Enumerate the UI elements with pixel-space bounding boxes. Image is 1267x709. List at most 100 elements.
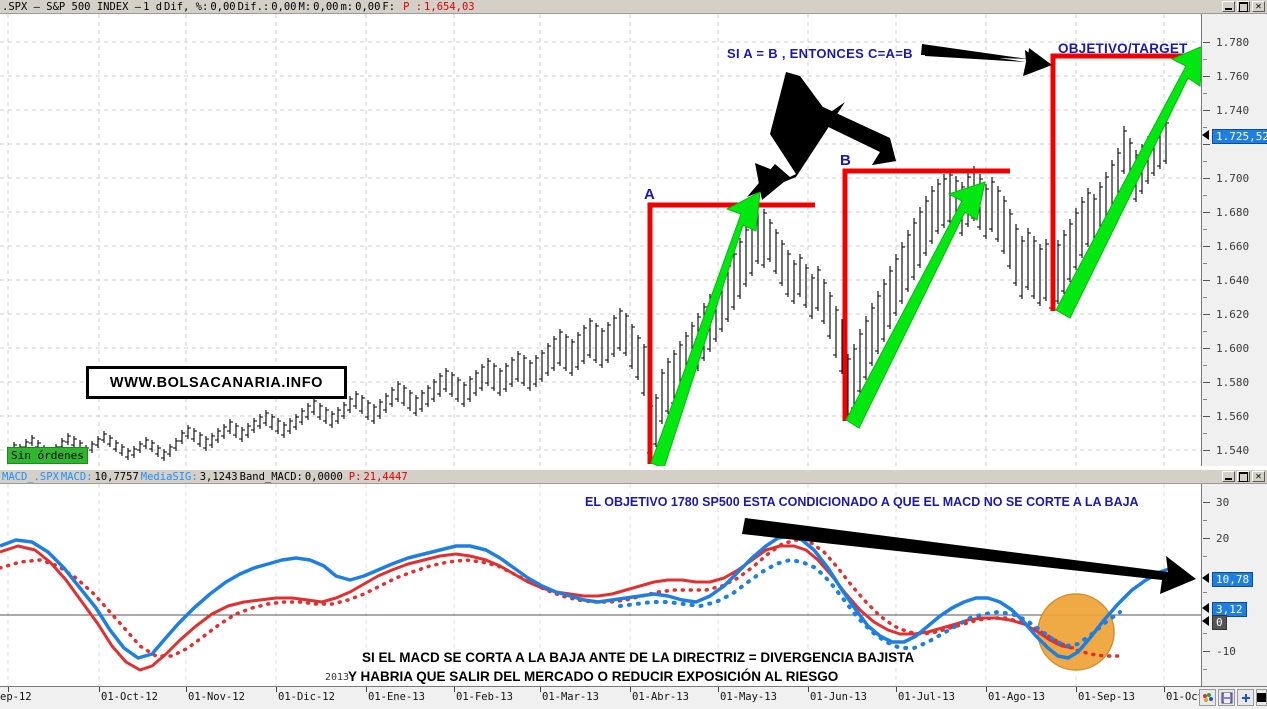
square-icon[interactable] <box>1256 689 1267 706</box>
price-window-controls: ✕ <box>1222 1 1265 12</box>
date-label-7: 01-Abr-13 <box>632 691 689 703</box>
macd-current-arrow <box>1202 573 1209 583</box>
macd-chart-svg <box>0 484 1201 686</box>
date-label-4: 01-Ene-13 <box>368 691 425 703</box>
macd-tick-minus10: -10 <box>1216 645 1236 658</box>
macd-minimize-button[interactable] <box>1222 471 1235 482</box>
orders-status-badge: Sin órdenes <box>7 447 88 464</box>
macd-tick-30: 30 <box>1216 496 1230 509</box>
macd-chart-pane[interactable]: EL OBJETIVO 1780 SP500 ESTA CONDICIONADO… <box>0 484 1201 686</box>
macd-study-name: MACD_.SPX <box>2 470 59 483</box>
price-pane-titlebar: .SPX – S&P 500 INDEX – 1 d Dif, %: 0,00 … <box>0 0 1267 14</box>
measured-move-brackets <box>647 53 1190 464</box>
anno-si-a-b: SI A = B , ENTONCES C=A=B <box>727 46 913 61</box>
min-value: 0,00 <box>355 0 381 13</box>
macd-downtrend-arrow <box>742 518 1196 594</box>
price-tick-1680: 1.680 <box>1216 206 1250 219</box>
price-tick-1740: 1.740 <box>1216 104 1250 117</box>
macd-value-axis[interactable]: 30 20 -10 10,78 3,12 0 <box>1201 484 1267 686</box>
macd-highlight-circle <box>1037 593 1115 671</box>
anno-macd-bottom-line1: SI EL MACD SE CORTA A LA BAJA ANTE DE LA… <box>362 650 915 665</box>
label-b-text: B <box>840 152 851 169</box>
date-label-0: ep-12 <box>0 691 32 703</box>
dif-pct-value: 0,00 <box>210 0 236 13</box>
label-a-text: A <box>644 186 655 203</box>
macd-p-value: 21,4447 <box>363 470 408 483</box>
price-tick-1700: 1.700 <box>1216 172 1250 185</box>
close-button[interactable]: ✕ <box>1252 1 1265 12</box>
date-label-8: 01-May-13 <box>720 691 777 703</box>
signal-value: 3,1243 <box>199 470 238 483</box>
price-chart-svg: A B <box>0 14 1201 466</box>
date-label-5: 01-Feb-13 <box>456 691 513 703</box>
macd-close-button[interactable]: ✕ <box>1252 471 1265 482</box>
macd-window-controls: ✕ <box>1222 471 1265 482</box>
price-tick-1580: 1.580 <box>1216 376 1250 389</box>
date-label-10: 01-Jul-13 <box>898 691 955 703</box>
price-tick-1560: 1.560 <box>1216 410 1250 423</box>
band-value: 0,0000 <box>304 470 343 483</box>
macd-line <box>0 534 1173 660</box>
anno-macd-bottom-line2: Y HABRIA QUE SALIR DEL MERCADO O REDUCIR… <box>348 669 839 684</box>
band-label: Band_MACD: <box>239 470 303 483</box>
pin-icon[interactable] <box>1237 689 1254 706</box>
save-icon[interactable] <box>1218 689 1235 706</box>
price-tick-1540: 1.540 <box>1216 444 1250 457</box>
macd-label: MACD: <box>60 470 93 483</box>
anno-macd-top: EL OBJETIVO 1780 SP500 ESTA CONDICIONADO… <box>585 495 1139 509</box>
minimize-button[interactable] <box>1222 1 1235 12</box>
price-tick-1780: 1.780 <box>1216 36 1250 49</box>
price-tick-1620: 1.620 <box>1216 308 1250 321</box>
dif-pct-label: Dif, %: <box>164 0 209 13</box>
macd-dotted-line <box>618 557 1122 650</box>
date-label-6: 01-Mar-13 <box>542 691 599 703</box>
macd-current-badge: 10,78 <box>1212 572 1254 587</box>
date-label-3: 01-Dic-12 <box>278 691 335 703</box>
signal-label: MediaSIG: <box>140 470 198 483</box>
price-tick-1600: 1.600 <box>1216 342 1250 355</box>
signal-current-badge: 3,12 <box>1212 602 1247 617</box>
dif-label: Dif.: <box>237 0 270 13</box>
watermark-box: WWW.BOLSACANARIA.INFO <box>86 366 347 399</box>
green-trend-arrows <box>650 46 1201 466</box>
price-tick-1660: 1.660 <box>1216 240 1250 253</box>
macd-gridlines <box>7 484 1165 686</box>
signal-current-arrow <box>1202 603 1209 613</box>
watermark-text: WWW.BOLSACANARIA.INFO <box>109 374 324 391</box>
price-current-badge: 1.725,52 <box>1212 129 1267 144</box>
date-label-9: 01-Jun-13 <box>810 691 867 703</box>
price-chart-pane[interactable]: A B SI A = B , ENTONCES C=A=B OBJETIVO/T… <box>0 14 1201 466</box>
macd-signal-dotted-line <box>0 538 1120 658</box>
macd-pane-titlebar: MACD_.SPX MACD: 10,7757 MediaSIG: 3,1243… <box>0 470 1267 484</box>
date-axis[interactable]: ep-12 01-Oct-12 01-Nov-12 01-Dic-12 01-E… <box>0 686 1267 709</box>
price-tick-1640: 1.640 <box>1216 274 1250 287</box>
macd-value: 10,7757 <box>94 470 139 483</box>
price-current-arrow <box>1202 130 1209 140</box>
date-label-2: 01-Nov-12 <box>188 691 245 703</box>
date-label-12: 01-Sep-13 <box>1078 691 1135 703</box>
symbol-label: .SPX – S&P 500 INDEX – <box>2 0 142 13</box>
price-tick-1760: 1.760 <box>1216 70 1250 83</box>
macd-maximize-button[interactable] <box>1237 471 1250 482</box>
year-tag: 2013 <box>325 672 350 683</box>
price-value: 1,654,03 <box>424 0 475 13</box>
min-label: m: <box>340 0 354 13</box>
max-value: 0,00 <box>313 0 339 13</box>
maximize-button[interactable] <box>1237 1 1250 12</box>
max-label: M: <box>298 0 312 13</box>
macd-tick-20: 20 <box>1216 532 1230 545</box>
interval-label: 1 d <box>143 0 163 13</box>
macd-p-label: P: <box>348 470 362 483</box>
f-label: F: <box>382 0 396 13</box>
date-label-11: 01-Ago-13 <box>988 691 1045 703</box>
price-label: P : <box>403 0 423 13</box>
date-label-1: 01-Oct-12 <box>101 691 158 703</box>
anno-objetivo-target: OBJETIVO/TARGET <box>1058 41 1188 56</box>
zero-current-arrow <box>1202 616 1209 626</box>
palette-icon[interactable] <box>1199 689 1216 706</box>
zero-badge: 0 <box>1212 615 1227 630</box>
price-value-axis[interactable]: 1.780 1.760 1.740 1.700 1.680 1.660 1.64… <box>1201 14 1267 466</box>
black-annotation-arrows <box>747 44 1052 200</box>
dif-value: 0,00 <box>271 0 297 13</box>
